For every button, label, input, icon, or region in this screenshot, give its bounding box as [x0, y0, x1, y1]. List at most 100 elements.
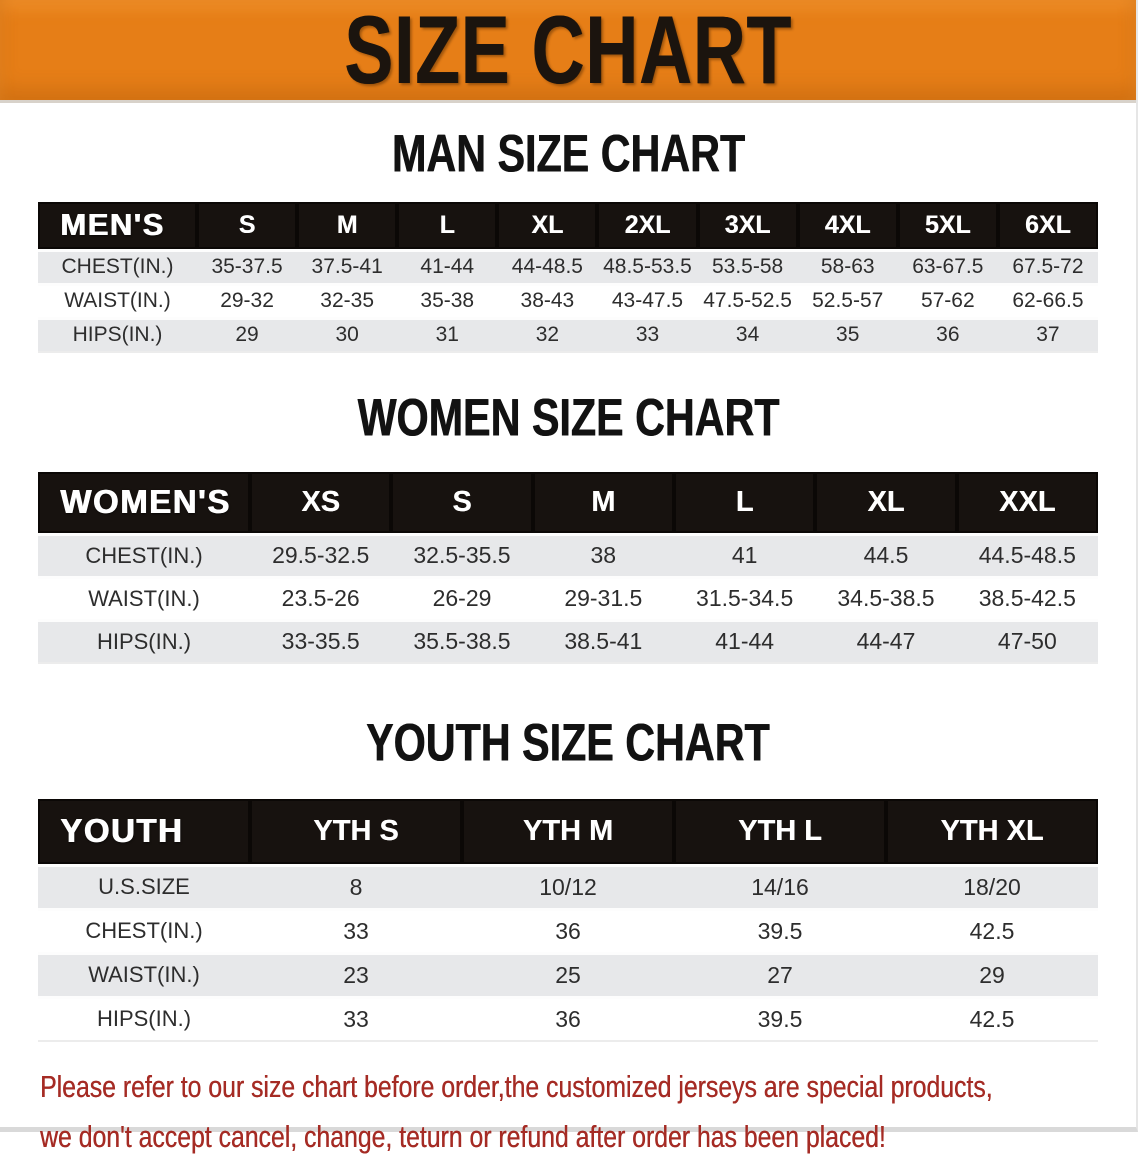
row-label: CHEST(IN.) — [38, 907, 250, 953]
size-value-cell: 33-35.5 — [250, 618, 392, 663]
women-section-heading: WOMEN SIZE CHART — [0, 389, 1136, 448]
row-label: HIPS(IN.) — [38, 316, 197, 352]
size-value-cell: 53.5-58 — [697, 248, 798, 284]
men-size-table: MEN'S S M L XL 2XL 3XL 4XL 5XL 6XL CHEST(IN.) 35-37… — [38, 202, 1098, 353]
size-chart-banner: SIZE CHART — [0, 0, 1136, 104]
size-value-cell: 48.5-53.5 — [597, 248, 698, 284]
size-value-cell: 47-50 — [956, 618, 1098, 663]
table-row: WAIST(IN.) 23 25 27 29 — [38, 951, 1098, 997]
size-column-header: YTH L — [674, 799, 886, 865]
table-row: CHEST(IN.) 29.5-32.5 32.5-35.5 38 41 44.5 44.5… — [38, 532, 1098, 577]
size-column-header: YTH S — [250, 799, 462, 865]
size-value-cell: 32 — [497, 316, 598, 352]
disclaimer-line-1: Please refer to our size chart before or… — [40, 1069, 993, 1104]
size-column-header: XL — [497, 202, 598, 250]
size-column-header: M — [532, 472, 674, 534]
size-column-header: M — [297, 202, 398, 250]
table-row: CHEST(IN.) 35-37.5 37.5-41 41-44 44-48.5 48.5… — [38, 248, 1098, 284]
size-value-cell: 36 — [897, 316, 998, 352]
size-value-cell: 38 — [532, 532, 674, 577]
size-value-cell: 42.5 — [886, 907, 1098, 953]
size-value-cell: 27 — [674, 951, 886, 997]
size-value-cell: 39.5 — [674, 907, 886, 953]
size-value-cell: 35-38 — [397, 282, 498, 318]
row-label: WAIST(IN.) — [38, 951, 250, 997]
size-value-cell: 35-37.5 — [197, 248, 298, 284]
size-column-header: 4XL — [797, 202, 898, 250]
size-value-cell: 8 — [250, 863, 462, 909]
size-column-header: 6XL — [997, 202, 1098, 250]
size-value-cell: 63-67.5 — [897, 248, 998, 284]
size-value-cell: 41-44 — [397, 248, 498, 284]
size-value-cell: 25 — [462, 951, 674, 997]
size-value-cell: 44-47 — [815, 618, 957, 663]
table-header-label: WOMEN'S — [38, 472, 250, 534]
size-column-header: 3XL — [697, 202, 798, 250]
size-value-cell: 29 — [197, 316, 298, 352]
youth-size-table: YOUTH YTH S YTH M YTH L YTH XL U.S.SIZE 8 10/12… — [38, 799, 1098, 1042]
size-value-cell: 29-31.5 — [532, 575, 674, 620]
size-value-cell: 44-48.5 — [497, 248, 598, 284]
table-row: HIPS(IN.) 29 30 31 32 33 34 35 36 37 — [38, 316, 1098, 352]
table-row: HIPS(IN.) 33-35.5 35.5-38.5 38.5-41 41-44 44-… — [38, 618, 1098, 663]
row-label: U.S.SIZE — [38, 863, 250, 909]
size-value-cell: 34 — [697, 316, 798, 352]
size-column-header: 5XL — [897, 202, 998, 250]
size-column-header: 2XL — [597, 202, 698, 250]
size-value-cell: 58-63 — [797, 248, 898, 284]
size-value-cell: 35 — [797, 316, 898, 352]
size-value-cell: 37 — [997, 316, 1098, 352]
row-label: CHEST(IN.) — [38, 532, 250, 577]
size-column-header: YTH M — [462, 799, 674, 865]
table-row: CHEST(IN.) 33 36 39.5 42.5 — [38, 907, 1098, 953]
size-column-header: YTH XL — [886, 799, 1098, 865]
size-value-cell: 32-35 — [297, 282, 398, 318]
banner-title: SIZE CHART — [344, 0, 792, 104]
size-value-cell: 36 — [462, 995, 674, 1041]
size-value-cell: 31 — [397, 316, 498, 352]
row-label: HIPS(IN.) — [38, 618, 250, 663]
size-value-cell: 38.5-41 — [532, 618, 674, 663]
size-value-cell: 33 — [250, 907, 462, 953]
size-column-header: L — [673, 472, 816, 534]
size-value-cell: 10/12 — [462, 863, 674, 909]
size-value-cell: 44.5 — [815, 532, 957, 577]
size-column-header: S — [197, 202, 298, 250]
row-label: WAIST(IN.) — [38, 282, 197, 318]
size-value-cell: 35.5-38.5 — [391, 618, 533, 663]
size-value-cell: 39.5 — [674, 995, 886, 1041]
size-value-cell: 32.5-35.5 — [391, 532, 533, 577]
size-value-cell: 29-32 — [197, 282, 298, 318]
size-column-header: S — [391, 472, 533, 534]
size-value-cell: 34.5-38.5 — [815, 575, 957, 620]
youth-section-heading: YOUTH SIZE CHART — [0, 714, 1136, 773]
size-value-cell: 38.5-42.5 — [956, 575, 1098, 620]
row-label: WAIST(IN.) — [38, 575, 250, 620]
table-row: WAIST(IN.) 23.5-26 26-29 29-31.5 31.5-34.5 34… — [38, 575, 1098, 620]
women-size-table: WOMEN'S XS S M L XL XXL CHEST(IN.) 29.5-32.5 32.5… — [38, 472, 1098, 664]
section-heading-text: WOMEN SIZE CHART — [357, 389, 779, 448]
size-value-cell: 41 — [673, 532, 816, 577]
size-column-header: L — [397, 202, 498, 250]
size-value-cell: 38-43 — [497, 282, 598, 318]
table-row: HIPS(IN.) 33 36 39.5 42.5 — [38, 995, 1098, 1041]
section-heading-text: MAN SIZE CHART — [391, 125, 745, 184]
disclaimer-line-2: we don't accept cancel, change, teturn o… — [40, 1119, 886, 1155]
size-value-cell: 41-44 — [673, 618, 816, 663]
size-value-cell: 14/16 — [674, 863, 886, 909]
table-header-label: YOUTH — [38, 799, 250, 865]
size-value-cell: 52.5-57 — [797, 282, 898, 318]
size-value-cell: 47.5-52.5 — [697, 282, 798, 318]
size-column-header: XL — [815, 472, 957, 534]
size-value-cell: 33 — [597, 316, 698, 352]
table-header-label: MEN'S — [38, 202, 197, 250]
men-section-heading: MAN SIZE CHART — [0, 125, 1136, 184]
size-value-cell: 26-29 — [391, 575, 533, 620]
section-heading-text: YOUTH SIZE CHART — [366, 714, 770, 773]
size-column-header: XS — [250, 472, 392, 534]
size-value-cell: 18/20 — [886, 863, 1098, 909]
size-value-cell: 29 — [886, 951, 1098, 997]
order-disclaimer: Please refer to our size chart before or… — [40, 1062, 1136, 1162]
table-row: U.S.SIZE 8 10/12 14/16 18/20 — [38, 863, 1098, 909]
size-value-cell: 29.5-32.5 — [250, 532, 392, 577]
